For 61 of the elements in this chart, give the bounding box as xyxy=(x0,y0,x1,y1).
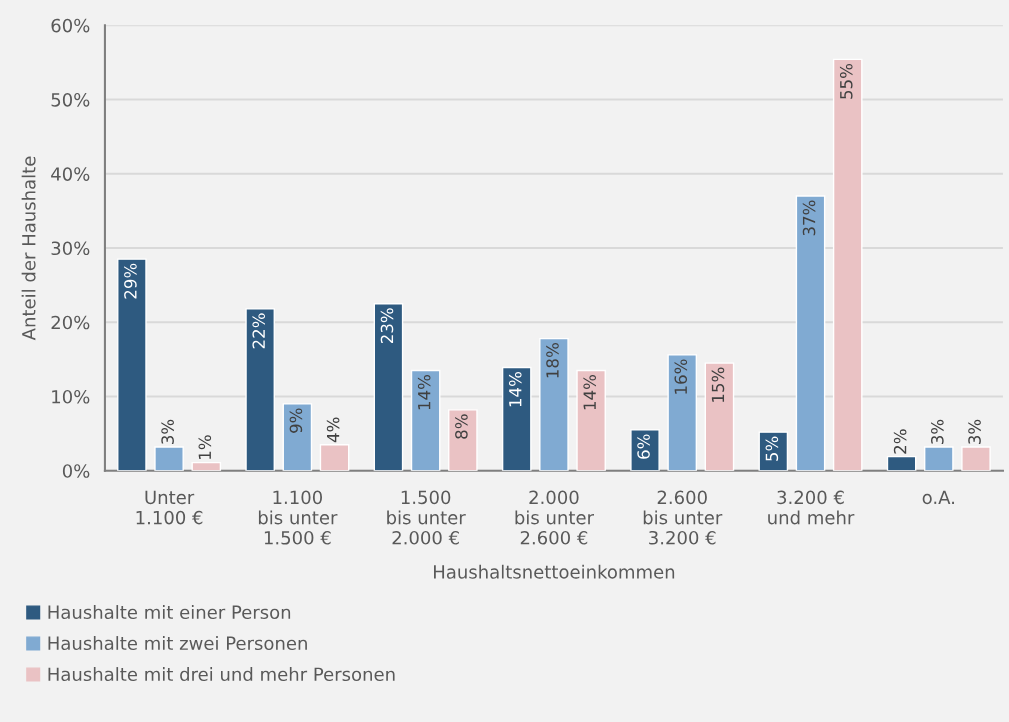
legend-label: Haushalte mit zwei Personen xyxy=(48,636,307,651)
bar xyxy=(117,258,147,471)
bar xyxy=(667,354,698,471)
x-tick-label: 1.100 bis unter 1.500 € xyxy=(258,490,338,545)
bar xyxy=(961,446,991,471)
y-tick-label: 20% xyxy=(51,315,90,330)
data-label: 22% xyxy=(252,313,265,349)
data-label: 1% xyxy=(198,435,212,459)
bar xyxy=(795,195,826,471)
bar xyxy=(758,431,789,471)
y-axis-title: Anteil der Haushalte xyxy=(21,156,36,341)
y-tick-label: 40% xyxy=(51,167,90,181)
bar xyxy=(410,369,441,471)
data-label: 37% xyxy=(802,200,816,236)
y-tick-label: 10% xyxy=(52,389,90,404)
legend-label: Haushalte mit einer Person xyxy=(48,605,291,620)
y-tick-label: 60% xyxy=(51,18,90,33)
bar xyxy=(245,308,275,471)
bar xyxy=(501,366,532,471)
x-tick-label: 2.000 bis unter 2.600 € xyxy=(515,490,594,545)
bar xyxy=(319,444,350,471)
bar xyxy=(373,302,404,471)
bar xyxy=(282,403,313,471)
data-label: 18% xyxy=(546,343,559,378)
bar xyxy=(576,369,606,471)
data-label: 9% xyxy=(289,408,303,433)
x-tick-label: 3.200 € und mehr xyxy=(768,490,855,525)
bar xyxy=(923,446,954,471)
x-tick-label: 2.600 bis unter 3.200 € xyxy=(643,490,723,545)
x-axis-title: Haushaltsnettoeinkommen xyxy=(434,564,675,579)
data-label: 29% xyxy=(124,263,137,299)
data-label: 23% xyxy=(380,308,394,344)
bar xyxy=(448,409,478,471)
bar xyxy=(191,461,222,471)
data-label: 14% xyxy=(508,372,522,407)
data-label: 14% xyxy=(417,375,431,410)
data-label: 3% xyxy=(931,419,944,444)
data-label: 8% xyxy=(455,414,468,439)
x-tick-label: 1.500 bis unter 2.000 € xyxy=(387,490,466,545)
bar xyxy=(886,455,917,471)
data-label: 3% xyxy=(968,419,981,444)
y-tick-label: 0% xyxy=(62,464,90,478)
data-label: 14% xyxy=(583,375,596,410)
bar xyxy=(832,58,863,471)
bar xyxy=(630,429,660,471)
x-tick-label: Unter 1.100 € xyxy=(136,490,203,525)
legend-label: Haushalte mit drei und mehr Personen xyxy=(48,667,395,682)
data-label: 15% xyxy=(711,367,725,402)
data-label: 5% xyxy=(765,436,779,461)
y-tick-label: 50% xyxy=(51,92,90,107)
data-label: 3% xyxy=(161,419,174,444)
data-label: 55% xyxy=(839,63,853,99)
bar xyxy=(704,362,735,471)
data-label: 2% xyxy=(893,429,907,454)
data-label: 6% xyxy=(637,434,650,459)
data-label: 4% xyxy=(326,417,340,443)
y-tick-label: 30% xyxy=(51,241,90,256)
bar xyxy=(154,446,184,471)
bar xyxy=(539,337,569,471)
x-tick-label: o.A. xyxy=(922,490,954,505)
data-label: 16% xyxy=(674,359,688,394)
